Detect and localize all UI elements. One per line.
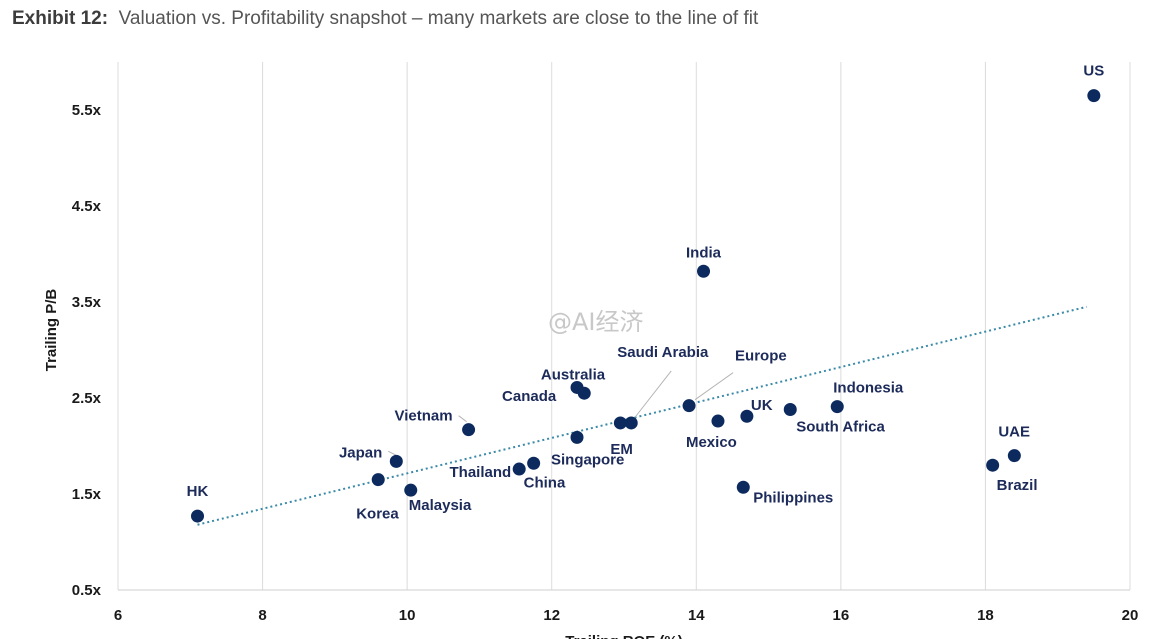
point-india [697, 264, 711, 278]
x-tick-label-18: 18 [977, 607, 994, 624]
label-indonesia: Indonesia [833, 380, 904, 397]
x-tick-label-12: 12 [543, 607, 560, 624]
y-tick-label-2-5x: 2.5x [72, 390, 102, 407]
point-indonesia [830, 400, 844, 414]
point-europe [682, 399, 696, 413]
point-brazil [986, 458, 1000, 472]
point-uae [1007, 449, 1021, 463]
point-singapore [570, 430, 584, 444]
y-axis-label: Trailing P/B [43, 289, 60, 372]
x-tick-label-10: 10 [399, 607, 416, 624]
trendline-group [197, 305, 1087, 526]
x-tick-label-16: 16 [833, 607, 850, 624]
y-tick-label-3-5x: 3.5x [72, 294, 102, 311]
point-mexico [711, 414, 725, 428]
label-saudi-arabia: Saudi Arabia [617, 344, 709, 361]
chart-title: Exhibit 12: Valuation vs. Profitability … [12, 8, 758, 30]
y-tick-label-0-5x: 0.5x [72, 582, 102, 599]
point-malaysia [404, 483, 418, 497]
x-tick-label-8: 8 [258, 607, 266, 624]
point-saudi-arabia [624, 416, 638, 430]
grid-lines [117, 62, 1131, 590]
leader-vietnam [458, 415, 467, 423]
label-korea: Korea [356, 506, 399, 523]
leader-japan [388, 450, 397, 456]
point-labels: US India Australia Canada Europe Saudi Arabia… [187, 63, 1105, 523]
title-text: Valuation vs. Profitability snapshot – m… [118, 8, 759, 29]
label-south-africa: South Africa [796, 419, 885, 436]
label-em: EM [610, 441, 633, 458]
trendline [197, 305, 1087, 526]
label-thailand: Thailand [450, 464, 512, 481]
label-malaysia: Malaysia [409, 497, 472, 514]
label-hk: HK [187, 483, 209, 500]
x-axis-label: Trailing ROE (%) [565, 633, 683, 639]
label-japan: Japan [339, 444, 382, 461]
y-tick-label-5-5x: 5.5x [72, 102, 102, 119]
point-korea [371, 473, 385, 487]
label-india: India [686, 244, 722, 261]
x-tick-label-6: 6 [114, 607, 122, 624]
x-tick-label-14: 14 [688, 607, 705, 624]
exhibit-number: Exhibit 12: [12, 8, 109, 29]
label-uae: UAE [998, 424, 1030, 441]
data-points [191, 89, 1101, 523]
label-canada: Canada [502, 388, 557, 405]
point-japan [389, 454, 403, 468]
axes: 6 8 10 12 14 16 18 20 0.5x 1.5x 2.5x 3.5x 4.5x 5.5x Tr… [43, 102, 1138, 639]
point-vietnam [462, 423, 476, 437]
point-china [527, 456, 541, 470]
label-europe: Europe [735, 348, 787, 365]
label-australia: Australia [541, 366, 606, 383]
watermark: @AI经济 [548, 308, 644, 336]
label-singapore: Singapore [551, 451, 624, 468]
point-philippines [736, 480, 750, 494]
label-vietnam: Vietnam [394, 408, 452, 425]
point-south-africa [783, 403, 797, 417]
label-uk: UK [751, 397, 773, 414]
label-mexico: Mexico [686, 434, 737, 451]
label-philippines: Philippines [753, 489, 833, 506]
y-tick-label-4-5x: 4.5x [72, 198, 102, 215]
leader-lines [388, 370, 734, 456]
label-china: China [524, 474, 566, 491]
label-brazil: Brazil [997, 477, 1038, 494]
point-thailand [512, 462, 526, 476]
label-us: US [1083, 63, 1104, 80]
point-canada [577, 386, 591, 400]
point-em [613, 416, 627, 430]
y-tick-label-1-5x: 1.5x [72, 486, 102, 503]
point-hk [191, 509, 205, 523]
leader-saudi-arabia [634, 370, 672, 418]
leader-europe [694, 372, 734, 401]
point-uk [740, 409, 754, 423]
x-tick-label-20: 20 [1122, 607, 1139, 624]
point-us [1087, 89, 1101, 103]
